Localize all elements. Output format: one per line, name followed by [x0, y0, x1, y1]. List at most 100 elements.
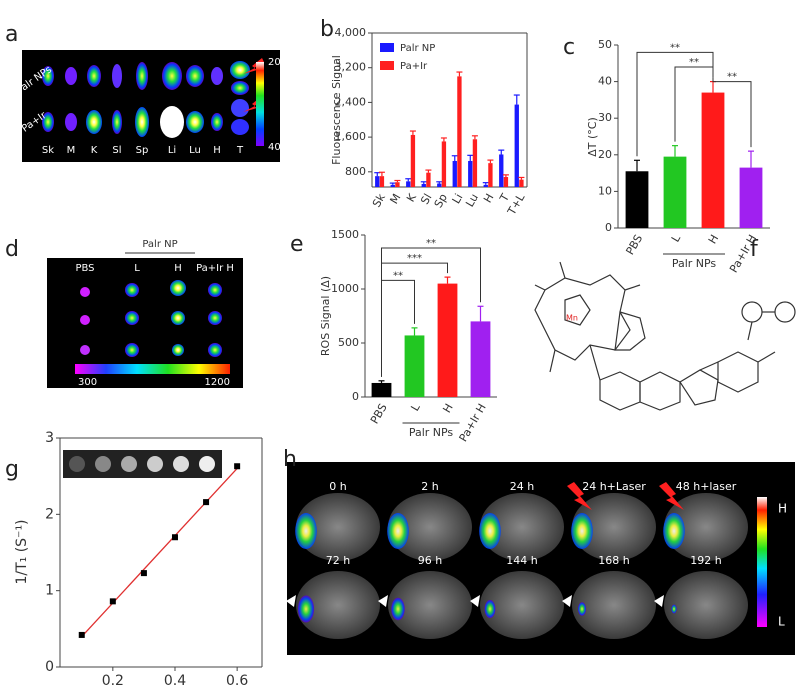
tumor-signal	[295, 513, 317, 549]
scale-label: 400	[268, 142, 287, 153]
x-tick-label: Lu	[463, 192, 481, 210]
time-label: 0 h	[329, 480, 346, 493]
y-tick-label: 4,000	[335, 26, 367, 39]
bar	[379, 176, 385, 187]
bar	[395, 182, 400, 187]
bar	[514, 104, 519, 187]
x-tick-label: L	[669, 232, 684, 245]
bar	[472, 139, 478, 187]
laser-bolt	[659, 482, 684, 510]
column-label: L	[134, 263, 140, 274]
bar	[404, 335, 425, 397]
tumor-signal	[663, 513, 685, 549]
y-tick-label: 3,200	[335, 61, 367, 74]
panel-letter: f	[750, 237, 759, 262]
point	[234, 463, 241, 470]
legend-swatch	[380, 61, 394, 70]
y-tick-label: 1500	[331, 228, 359, 241]
y-tick-label: 2	[45, 506, 54, 522]
significance-label: **	[426, 238, 436, 249]
time-label: 24 h	[510, 480, 534, 493]
y-tick-label: 1	[45, 583, 54, 599]
mouse	[388, 493, 472, 561]
mouse-images	[286, 482, 748, 639]
bar	[663, 156, 687, 228]
bar	[483, 184, 488, 187]
mri-wells	[69, 456, 215, 472]
bar	[390, 184, 395, 187]
column-label: Pa+Ir H	[196, 263, 234, 274]
bar	[499, 154, 504, 187]
x-tick-label: H	[706, 233, 721, 247]
x-tick-label: Li	[450, 192, 466, 206]
y-tick-label: 40	[598, 75, 612, 88]
tumor-signal	[297, 595, 315, 623]
significance-bracket	[712, 77, 752, 148]
colorbar-d	[75, 364, 230, 374]
x-tick-label: PBS	[368, 401, 390, 426]
organ-label: K	[91, 145, 98, 156]
group-label: Palr NPs	[409, 426, 454, 439]
x-tick-label: PBS	[623, 232, 645, 257]
significance-bracket	[636, 51, 714, 157]
point	[140, 570, 147, 577]
x-tick-label: H	[440, 402, 455, 416]
y-tick-label: 1,600	[335, 130, 367, 143]
x-tick-label: H	[481, 192, 496, 206]
x-tick-label: L	[408, 401, 423, 414]
scale-label: 1200	[205, 377, 230, 388]
mouse	[664, 571, 748, 639]
significance-label: **	[670, 42, 680, 53]
bar	[457, 76, 462, 187]
arrow	[286, 595, 296, 607]
mouse	[572, 493, 656, 561]
y-axis-label: ROS Signal (Δ)	[319, 276, 332, 356]
arrow	[562, 595, 572, 607]
panel-letter: e	[290, 232, 304, 257]
significance-bracket	[674, 66, 714, 142]
mouse	[296, 571, 380, 639]
time-label: 168 h	[598, 554, 629, 567]
bar	[468, 160, 473, 187]
time-label: 144 h	[506, 554, 537, 567]
panel-letter: h	[283, 447, 297, 472]
bar	[503, 177, 509, 187]
bar	[488, 163, 493, 187]
mouse	[572, 571, 656, 639]
tumor-signal	[479, 513, 501, 549]
bar	[625, 171, 649, 228]
arrow	[378, 595, 388, 607]
organ-label: Sl	[112, 145, 121, 156]
significance-label: ***	[407, 253, 422, 264]
mouse	[388, 571, 472, 639]
mouse	[480, 571, 564, 639]
mouse	[480, 493, 564, 561]
panel-letter: b	[320, 17, 334, 42]
panel-letter: g	[5, 457, 19, 482]
group-label: Palr NP	[142, 239, 177, 250]
scale-label: L	[778, 615, 785, 629]
bar	[426, 172, 431, 187]
panel-letter: d	[5, 237, 19, 262]
panel-letter: c	[563, 35, 575, 60]
x-tick-label: Sk	[370, 191, 388, 210]
organ-label: Li	[168, 145, 176, 156]
organ-label: H	[213, 145, 221, 156]
x-tick-label: 0.6	[226, 673, 248, 689]
y-tick-label: 0	[352, 390, 359, 403]
bar	[437, 283, 458, 397]
organ-label: M	[67, 145, 76, 156]
x-tick-label: Sp	[432, 191, 450, 210]
fit-line	[81, 467, 238, 638]
y-axis-label: 1/T₁ (S⁻¹)	[14, 519, 30, 584]
tumor-signal	[484, 600, 496, 618]
tumor-signal	[571, 513, 593, 549]
organ-blobs	[42, 58, 264, 138]
y-tick-label: 500	[338, 336, 359, 349]
x-tick-label: 0.4	[164, 673, 186, 689]
x-tick-label: T+L	[505, 191, 528, 218]
bar	[441, 141, 447, 187]
group-label: Palr NPs	[672, 257, 717, 270]
y-axis-label: ΔT (°C)	[586, 117, 599, 157]
laser-bolt	[567, 482, 592, 510]
